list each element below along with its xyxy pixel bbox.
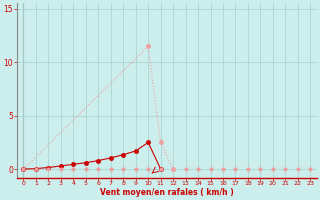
X-axis label: Vent moyen/en rafales ( km/h ): Vent moyen/en rafales ( km/h ) bbox=[100, 188, 234, 197]
